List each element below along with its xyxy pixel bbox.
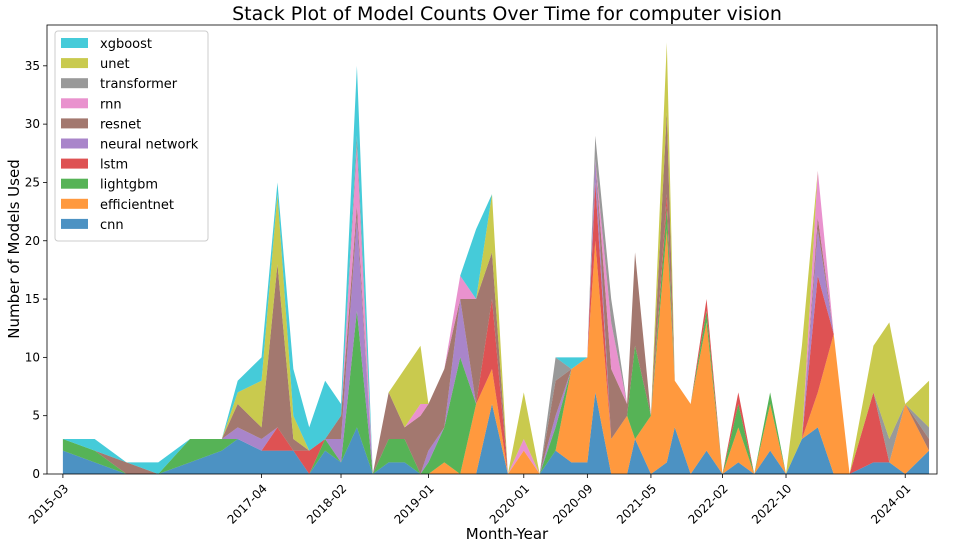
legend-swatch-neural-network <box>61 138 88 149</box>
y-tick-label: 0 <box>32 467 40 481</box>
x-tick-label: 2015-03 <box>26 481 71 526</box>
y-tick-label: 10 <box>25 350 40 364</box>
x-tick-label: 2020-09 <box>550 481 595 526</box>
legend-label-rnn: rnn <box>100 97 122 112</box>
y-tick-label: 30 <box>25 117 40 131</box>
legend: xgboost unet transformer rnn resnet neural ne… <box>54 30 209 242</box>
plot-area <box>46 24 938 475</box>
legend-swatch-resnet <box>61 118 88 129</box>
legend-label-efficientnet: efficientnet <box>100 198 174 213</box>
legend-swatch-efficientnet <box>61 198 88 209</box>
x-tick-label: 2024-01 <box>868 481 913 526</box>
x-tick-label: 2020-01 <box>487 481 532 526</box>
area-series-cnn <box>62 392 930 474</box>
x-tick-label: 2017-04 <box>225 481 270 526</box>
x-axis-label: Month-Year <box>466 525 549 543</box>
legend-box <box>54 30 209 242</box>
legend-swatch-lstm <box>61 158 88 169</box>
x-tick-label: 2019-01 <box>391 481 436 526</box>
y-axis-label: Number of Models Used <box>5 159 23 338</box>
y-tick-label: 20 <box>25 234 40 248</box>
plot-frame <box>46 24 938 475</box>
x-axis: 2015-03 2017-04 2018-02 2019-01 2020-01 2020-… <box>26 474 914 527</box>
legend-swatch-lightgbm <box>61 178 88 189</box>
legend-swatch-rnn <box>61 98 88 109</box>
legend-label-unet: unet <box>100 57 130 72</box>
y-tick-label: 15 <box>25 292 40 306</box>
legend-swatch-transformer <box>61 78 88 89</box>
legend-label-cnn: cnn <box>100 218 124 233</box>
area-series-resnet <box>62 112 930 474</box>
y-tick-label: 25 <box>25 175 40 189</box>
legend-swatch-cnn <box>61 218 88 229</box>
y-tick-label: 35 <box>25 59 40 73</box>
x-tick-label: 2018-02 <box>304 481 349 526</box>
legend-label-neural-network: neural network <box>100 138 199 153</box>
chart-title: Stack Plot of Model Counts Over Time for… <box>232 3 782 25</box>
legend-label-lstm: lstm <box>100 158 128 173</box>
legend-swatch-unet <box>61 58 88 69</box>
legend-label-transformer: transformer <box>100 77 178 92</box>
legend-swatch-xgboost <box>61 38 88 48</box>
area-series-efficientnet <box>62 229 930 474</box>
y-tick-label: 5 <box>32 409 40 423</box>
x-tick-label: 2021-05 <box>614 481 659 526</box>
x-tick-label: 2022-02 <box>685 481 730 526</box>
legend-label-resnet: resnet <box>100 117 141 132</box>
legend-label-lightgbm: lightgbm <box>100 178 158 193</box>
legend-label-xgboost: xgboost <box>100 37 152 52</box>
x-tick-label: 2022-10 <box>749 481 794 526</box>
y-axis: 0 5 10 15 20 25 30 35 <box>25 59 47 481</box>
